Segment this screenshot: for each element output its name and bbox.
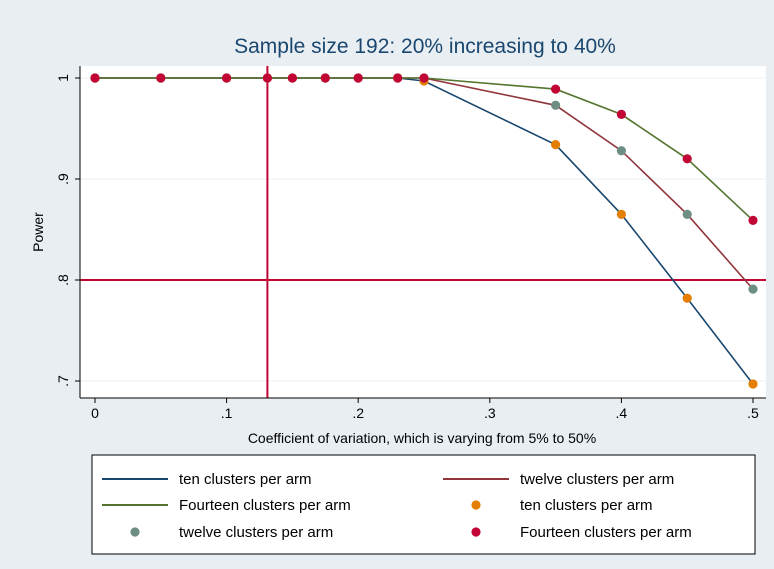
y-tick-label: .8 bbox=[55, 274, 71, 286]
data-point bbox=[551, 100, 561, 110]
series-markers bbox=[90, 73, 758, 389]
y-tick-label: .7 bbox=[55, 375, 71, 387]
data-point bbox=[616, 209, 627, 219]
axes: .7 .8 .9 1 0 .1 .2 .3 .4 .5 bbox=[55, 66, 766, 421]
chart-title: Sample size 192: 20% increasing to 40% bbox=[234, 35, 616, 58]
data-point bbox=[748, 284, 758, 294]
data-point bbox=[748, 215, 758, 226]
x-tick-label: .1 bbox=[221, 405, 233, 421]
x-tick-label: .4 bbox=[616, 405, 628, 421]
legend-box bbox=[91, 454, 756, 555]
legend-marker-key bbox=[130, 527, 140, 537]
data-point bbox=[616, 109, 627, 119]
data-point bbox=[682, 293, 692, 303]
x-tick-label: .5 bbox=[747, 405, 759, 421]
plot-background bbox=[80, 66, 766, 398]
data-point bbox=[748, 379, 758, 389]
x-tick-label: 0 bbox=[91, 405, 99, 421]
y-axis-label: Power bbox=[30, 212, 46, 252]
legend: ten clusters per arm twelve clusters per … bbox=[91, 454, 756, 555]
plot-area: .7 .8 .9 1 0 .1 .2 .3 .4 .5 bbox=[55, 66, 766, 421]
y-tick-label: 1 bbox=[55, 74, 71, 82]
data-point bbox=[551, 84, 561, 94]
legend-label: twelve clusters per arm bbox=[179, 524, 333, 541]
data-point bbox=[156, 73, 166, 83]
data-point bbox=[682, 154, 692, 164]
data-point bbox=[287, 73, 297, 83]
data-point bbox=[682, 209, 692, 219]
data-point bbox=[551, 140, 561, 150]
reference-lines bbox=[80, 66, 766, 398]
legend-label: twelve clusters per arm bbox=[520, 471, 674, 488]
data-point bbox=[90, 73, 100, 83]
legend-label: ten clusters per arm bbox=[520, 497, 653, 514]
data-point bbox=[320, 73, 330, 83]
x-axis-label: Coefficient of variation, which is varyi… bbox=[248, 430, 596, 446]
legend-marker-key bbox=[471, 500, 481, 510]
data-point bbox=[419, 73, 429, 83]
legend-label: Fourteen clusters per arm bbox=[520, 524, 692, 541]
legend-marker-key bbox=[471, 527, 481, 537]
y-tick-label: .9 bbox=[55, 173, 71, 185]
legend-label: Fourteen clusters per arm bbox=[179, 497, 351, 514]
x-tick-label: .3 bbox=[484, 405, 496, 421]
data-point bbox=[353, 73, 363, 83]
legend-label: ten clusters per arm bbox=[179, 471, 312, 488]
data-point bbox=[222, 73, 232, 83]
data-point bbox=[262, 73, 272, 83]
data-point bbox=[616, 146, 627, 156]
x-tick-label: .2 bbox=[352, 405, 364, 421]
data-point bbox=[393, 73, 403, 83]
